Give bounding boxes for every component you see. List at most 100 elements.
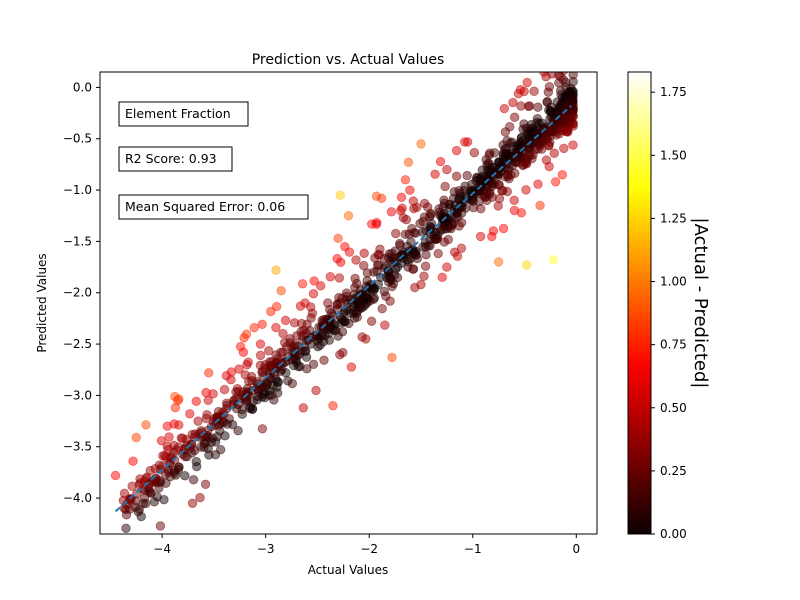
data-point (193, 416, 203, 426)
data-point (281, 368, 291, 378)
y-tick-label: 0.0 (73, 80, 92, 94)
data-point (338, 347, 348, 358)
data-point (141, 420, 151, 430)
data-point (539, 72, 549, 77)
data-point (550, 177, 561, 187)
data-point (158, 451, 168, 461)
y-tick-label: −3.0 (63, 388, 92, 402)
colorbar-tick-label: 0.75 (660, 338, 687, 352)
y-tick-label: −0.5 (63, 132, 92, 146)
data-point (131, 432, 141, 443)
data-point (549, 148, 559, 158)
x-axis-ticks: −4 −3 −2 −1 0 (153, 534, 580, 556)
data-point (290, 342, 300, 352)
data-point (521, 260, 532, 270)
data-point (240, 370, 250, 380)
data-point (535, 200, 545, 211)
data-point (289, 318, 300, 328)
data-point (121, 510, 132, 520)
y-tick-label: −4.0 (63, 491, 92, 505)
data-point (231, 403, 242, 414)
colorbar-tick-label: 1.75 (660, 85, 687, 99)
x-tick-label: −1 (464, 542, 482, 556)
data-point (359, 260, 369, 271)
data-point (529, 86, 539, 96)
data-point (522, 77, 532, 88)
x-tick-label: −4 (153, 542, 171, 556)
data-point (386, 207, 397, 217)
data-point (213, 406, 224, 417)
data-point (557, 49, 566, 58)
colorbar-tick-label: 1.50 (660, 148, 687, 162)
data-point (521, 185, 531, 195)
data-point (553, 72, 564, 80)
data-point (164, 432, 174, 442)
data-point (523, 128, 534, 139)
data-point (387, 248, 397, 259)
annotation-element-fraction: Element Fraction (118, 101, 249, 127)
data-point (335, 190, 345, 200)
plot-frame (99, 71, 598, 535)
data-point (568, 72, 578, 80)
data-point (242, 360, 252, 370)
data-point (257, 319, 267, 329)
x-tick-label: −2 (360, 542, 378, 556)
data-point (421, 242, 431, 252)
x-tick-label: 0 (572, 542, 580, 556)
data-point (411, 250, 421, 260)
data-point (146, 488, 156, 498)
data-point (271, 322, 281, 333)
data-point (336, 257, 346, 268)
data-point (241, 329, 252, 339)
data-point (357, 288, 368, 299)
data-point (475, 231, 486, 242)
data-point (497, 186, 507, 196)
data-point (187, 498, 198, 508)
data-point (510, 157, 521, 167)
data-point (276, 285, 286, 296)
data-point (430, 169, 440, 179)
data-point (272, 382, 282, 392)
data-point (297, 279, 308, 289)
data-point (301, 352, 312, 362)
data-point (309, 276, 319, 286)
data-point (380, 320, 390, 330)
data-point (221, 371, 232, 381)
data-point (435, 156, 446, 167)
data-point (387, 352, 397, 363)
data-point (215, 445, 226, 455)
data-point (255, 350, 266, 361)
data-point (370, 253, 380, 263)
colorbar-tick-label: 1.00 (660, 275, 687, 289)
data-point (366, 316, 377, 326)
data-point (261, 380, 272, 391)
data-point (266, 361, 276, 372)
data-point (425, 234, 435, 245)
data-point (177, 449, 188, 459)
data-point (269, 395, 279, 405)
data-point (533, 102, 543, 112)
data-point (548, 255, 559, 265)
data-point (489, 148, 500, 158)
data-point (408, 264, 418, 274)
colorbar-label: |Actual - Predicted| (690, 218, 711, 389)
y-tick-label: −2.0 (63, 286, 92, 300)
colorbar-tick-label: 0.25 (660, 464, 687, 478)
data-point (460, 137, 470, 147)
data-point (437, 272, 447, 283)
data-point (493, 257, 504, 267)
data-point (339, 307, 349, 318)
data-point (220, 431, 230, 441)
data-point (302, 364, 312, 374)
data-point (351, 255, 361, 265)
data-point (319, 355, 329, 365)
data-point (403, 157, 414, 168)
data-point (234, 364, 244, 374)
data-point (264, 346, 274, 356)
data-point (311, 385, 321, 396)
data-point (561, 55, 570, 64)
data-point (508, 97, 518, 108)
data-point (359, 248, 369, 258)
data-point (207, 433, 217, 443)
